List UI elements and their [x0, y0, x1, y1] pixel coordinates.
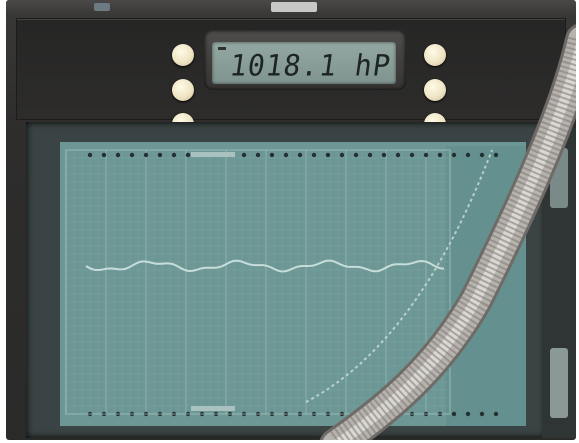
chart-plot-border: [65, 149, 451, 415]
sprocket-hole: [451, 411, 457, 417]
sprocket-hole: [353, 152, 359, 158]
sprocket-hole: [479, 152, 485, 158]
sprocket-hole: [101, 152, 107, 158]
sprocket-hole: [171, 152, 177, 158]
sprocket-hole: [269, 152, 275, 158]
sprocket-hole: [185, 152, 191, 158]
sprocket-hole: [283, 152, 289, 158]
metal-hose: [319, 24, 576, 440]
sprocket-hole: [255, 152, 261, 158]
sprocket-hole: [129, 152, 135, 158]
top-clip-center: [271, 2, 317, 12]
sprocket-hole: [381, 152, 387, 158]
chart-paper-svg: [60, 24, 576, 440]
sprocket-hole: [493, 411, 499, 417]
device-top-edge: [6, 0, 576, 14]
pressure-trace: [85, 259, 445, 273]
sprocket-hole: [437, 152, 443, 158]
lcd-display: 1018.1 hP: [212, 42, 396, 84]
paper-label-top: [191, 152, 235, 157]
left-button-top[interactable]: [172, 44, 194, 66]
left-button-middle[interactable]: [172, 79, 194, 101]
sprocket-hole: [241, 152, 247, 158]
sprocket-hole: [367, 152, 373, 158]
right-latch-bottom: [550, 348, 568, 418]
sprocket-hole: [143, 152, 149, 158]
sprocket-hole: [465, 411, 471, 417]
sprocket-hole: [157, 152, 163, 158]
sprocket-hole: [311, 152, 317, 158]
sprocket-hole: [395, 152, 401, 158]
sprocket-hole: [493, 152, 499, 158]
right-button-top[interactable]: [424, 44, 446, 66]
sprocket-hole: [465, 152, 471, 158]
right-button-middle[interactable]: [424, 79, 446, 101]
sprocket-hole: [297, 152, 303, 158]
sprocket-hole: [479, 411, 485, 417]
sprocket-hole: [325, 152, 331, 158]
top-clip-left: [94, 3, 110, 11]
sprocket-hole: [87, 152, 93, 158]
sprocket-hole: [115, 152, 121, 158]
barograph-device: 1018.1 hP: [6, 0, 576, 440]
sprocket-hole: [451, 152, 457, 158]
pen-arm-arc: [305, 149, 493, 403]
sprocket-hole: [339, 152, 345, 158]
sprocket-hole: [409, 152, 415, 158]
sprocket-hole: [423, 152, 429, 158]
paper-label-bottom: [191, 406, 235, 411]
lcd-indicator-mark: [218, 47, 226, 50]
